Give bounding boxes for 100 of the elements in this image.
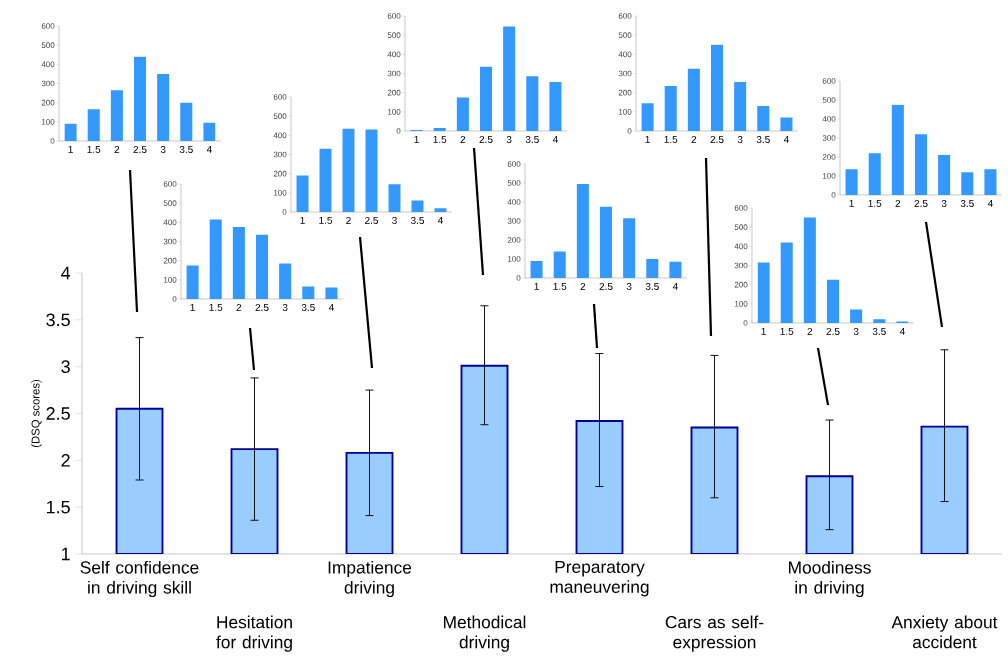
x-tick-label: 1 — [761, 327, 766, 335]
y-tick-label: 500 — [618, 32, 632, 38]
bar — [133, 56, 147, 141]
y-tick-label: 600 — [734, 205, 748, 211]
y-tick-label: 600 — [618, 13, 632, 19]
bar — [553, 251, 566, 278]
y-tick-label: 200 — [273, 170, 287, 177]
y-tick-label: 500 — [507, 180, 521, 186]
y-tick-label: 500 — [387, 32, 401, 38]
bar — [279, 263, 292, 299]
bar — [319, 148, 332, 212]
bar — [641, 103, 654, 131]
bar — [938, 155, 951, 195]
x-tick-label: Moodiness in driving — [789, 560, 871, 598]
x-tick-label: 2.5 — [599, 282, 613, 291]
bar — [157, 73, 170, 141]
bar — [388, 184, 401, 212]
x-tick-label: 1.5 — [87, 145, 101, 153]
x-tick-label: 1.5 — [433, 135, 447, 143]
bar — [530, 260, 543, 278]
x-tick-label: 2.5 — [255, 303, 269, 312]
y-tick-label: 3 — [61, 360, 70, 374]
x-tick-label: 3.5 — [179, 145, 193, 154]
bar — [757, 106, 770, 131]
bar — [180, 102, 193, 141]
x-tick-label: 2 — [346, 216, 351, 224]
x-tick-label: Anxiety about accident — [891, 615, 998, 649]
y-tick-label: 1 — [62, 547, 70, 561]
bar — [325, 287, 338, 299]
x-tick-label: 1.5 — [868, 199, 882, 207]
bar — [961, 172, 974, 195]
y-tick-label: 200 — [163, 257, 177, 264]
bar — [209, 219, 222, 299]
bar — [757, 262, 770, 323]
y-tick-label: 400 — [507, 199, 521, 205]
bar — [664, 85, 677, 131]
y-tick-label: 2 — [61, 454, 70, 467]
y-tick-label: 500 — [163, 200, 177, 206]
y-tick-label: 400 — [618, 51, 632, 58]
x-tick-label: 4 — [206, 145, 212, 153]
bar — [803, 217, 816, 323]
y-tick-label: 600 — [273, 94, 287, 100]
x-tick-label: 2 — [236, 303, 242, 311]
x-tick-label: 3.5 — [960, 199, 974, 208]
bar — [623, 218, 636, 278]
y-tick-label: 300 — [507, 218, 521, 224]
y-tick-label: 400 — [734, 243, 748, 250]
y-tick-label: 400 — [822, 116, 836, 122]
x-tick-label: 2 — [114, 145, 120, 153]
bar — [780, 117, 793, 131]
x-tick-label: 2.5 — [133, 145, 147, 154]
x-tick-label: 1 — [414, 135, 419, 143]
y-tick-label: 300 — [163, 238, 177, 245]
bar — [549, 82, 562, 131]
x-tick-label: 3.5 — [872, 327, 886, 336]
x-tick-label: Self confidence in driving skill — [80, 560, 199, 598]
y-tick-label: 300 — [41, 80, 55, 87]
y-tick-label: 100 — [274, 189, 287, 196]
x-tick-label: 1 — [300, 216, 305, 224]
y-tick-label: 100 — [734, 300, 748, 307]
bar — [365, 129, 378, 212]
y-axis-title: (DSQ scores) — [31, 379, 42, 448]
y-tick-label: 400 — [273, 132, 287, 139]
y-tick-label: 600 — [387, 13, 401, 19]
bar — [302, 286, 315, 299]
x-tick-label: 3 — [853, 327, 859, 336]
bar — [255, 234, 269, 299]
y-tick-label: 200 — [507, 237, 521, 243]
y-tick-label: 0 — [396, 128, 401, 134]
bar — [411, 200, 424, 212]
y-tick-label: 300 — [822, 135, 836, 141]
x-tick-label: 2 — [580, 282, 586, 290]
bar — [64, 123, 77, 141]
x-tick-label: Impatience driving — [328, 560, 412, 598]
bar — [826, 279, 840, 323]
y-tick-label: 600 — [507, 161, 521, 167]
y-tick-label: 0 — [831, 192, 836, 198]
y-tick-label: 2.5 — [46, 407, 70, 420]
x-tick-label: 1.5 — [209, 303, 223, 311]
bar — [186, 265, 199, 299]
bar — [780, 242, 793, 323]
y-tick-label: 200 — [822, 154, 836, 160]
x-tick-label: 2.5 — [365, 216, 379, 225]
x-tick-label: 3.5 — [410, 216, 425, 225]
x-tick-label: 1.5 — [553, 282, 567, 290]
y-tick-label: 300 — [618, 70, 632, 77]
x-tick-label: 3.5 — [525, 135, 539, 144]
x-tick-label: Preparatory maneuvering — [550, 560, 649, 597]
y-tick-label: 0 — [743, 320, 748, 326]
x-tick-label: 1.5 — [664, 135, 678, 143]
y-tick-label: 0 — [627, 128, 632, 134]
y-tick-label: 0 — [282, 209, 287, 215]
x-tick-label: 2.5 — [479, 135, 493, 144]
x-tick-label: 3 — [941, 199, 947, 208]
y-tick-label: 400 — [163, 219, 177, 226]
y-tick-label: 100 — [388, 108, 401, 115]
y-tick-label: 500 — [273, 113, 287, 119]
x-tick-label: 4 — [328, 303, 334, 311]
x-tick-label: Hesitation for driving — [216, 615, 292, 652]
y-tick-label: 400 — [41, 61, 55, 68]
